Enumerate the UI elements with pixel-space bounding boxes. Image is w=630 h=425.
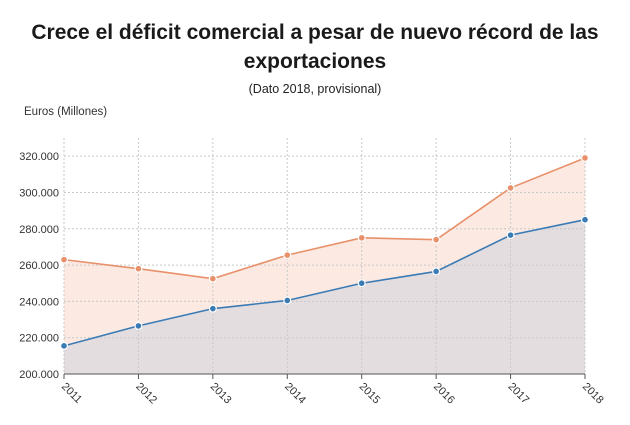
y-tick-label-5: 300.000 [19,187,59,199]
axes [63,373,586,379]
series-1-point-2011 [59,255,68,264]
series-2-point-2012 [134,321,143,330]
series-lines [63,157,586,347]
series-points [59,153,589,350]
series-1-line [63,157,586,280]
series-2-point-2011 [59,341,68,350]
x-tick-label-2018: 2018 [580,381,606,407]
x-tick-label-2012: 2012 [133,381,159,407]
series-2-line [63,218,586,347]
y-tick-label-6: 320.000 [19,151,59,163]
series-1-point-2012 [134,264,143,273]
chart-title-line-2: exportaciones [243,50,387,73]
y-axis-label: Euros (Millones) [24,106,108,118]
y-tick-label-4: 280.000 [19,224,59,236]
x-tick-label-2015: 2015 [357,381,383,407]
x-tick-label-2013: 2013 [208,381,234,407]
series-1-point-2017 [506,183,515,192]
area-fills [64,157,585,374]
series-1-point-2018 [580,153,589,162]
y-tick-label-0: 200.000 [19,369,59,381]
series-2-point-2018 [580,215,589,224]
x-tick-label-2011: 2011 [59,381,84,406]
y-tick-label-2: 240.000 [19,296,59,308]
series-1-point-2016 [432,235,441,244]
series-2-point-2016 [432,267,441,276]
chart-title-line-1: Crece el déficit comercial a pesar de nu… [31,21,599,44]
series-1-point-2015 [357,233,366,242]
series-2-point-2013 [208,304,217,313]
y-tick-label-3: 260.000 [19,260,59,272]
chart-subtitle: (Dato 2018, provisional) [248,82,382,96]
series-1-point-2013 [208,274,217,283]
x-tick-label-2014: 2014 [282,381,308,407]
series-2-area [64,219,585,374]
series-2-point-2015 [357,279,366,288]
x-tick-label-2017: 2017 [505,381,531,407]
series-1-point-2014 [283,251,292,260]
chart-title: Crece el déficit comercial a pesar de nu… [0,18,630,76]
y-tick-label-1: 220.000 [19,333,59,345]
series-2-point-2017 [506,231,515,240]
series-2-point-2014 [283,296,292,305]
x-tick-label-2016: 2016 [431,381,457,407]
